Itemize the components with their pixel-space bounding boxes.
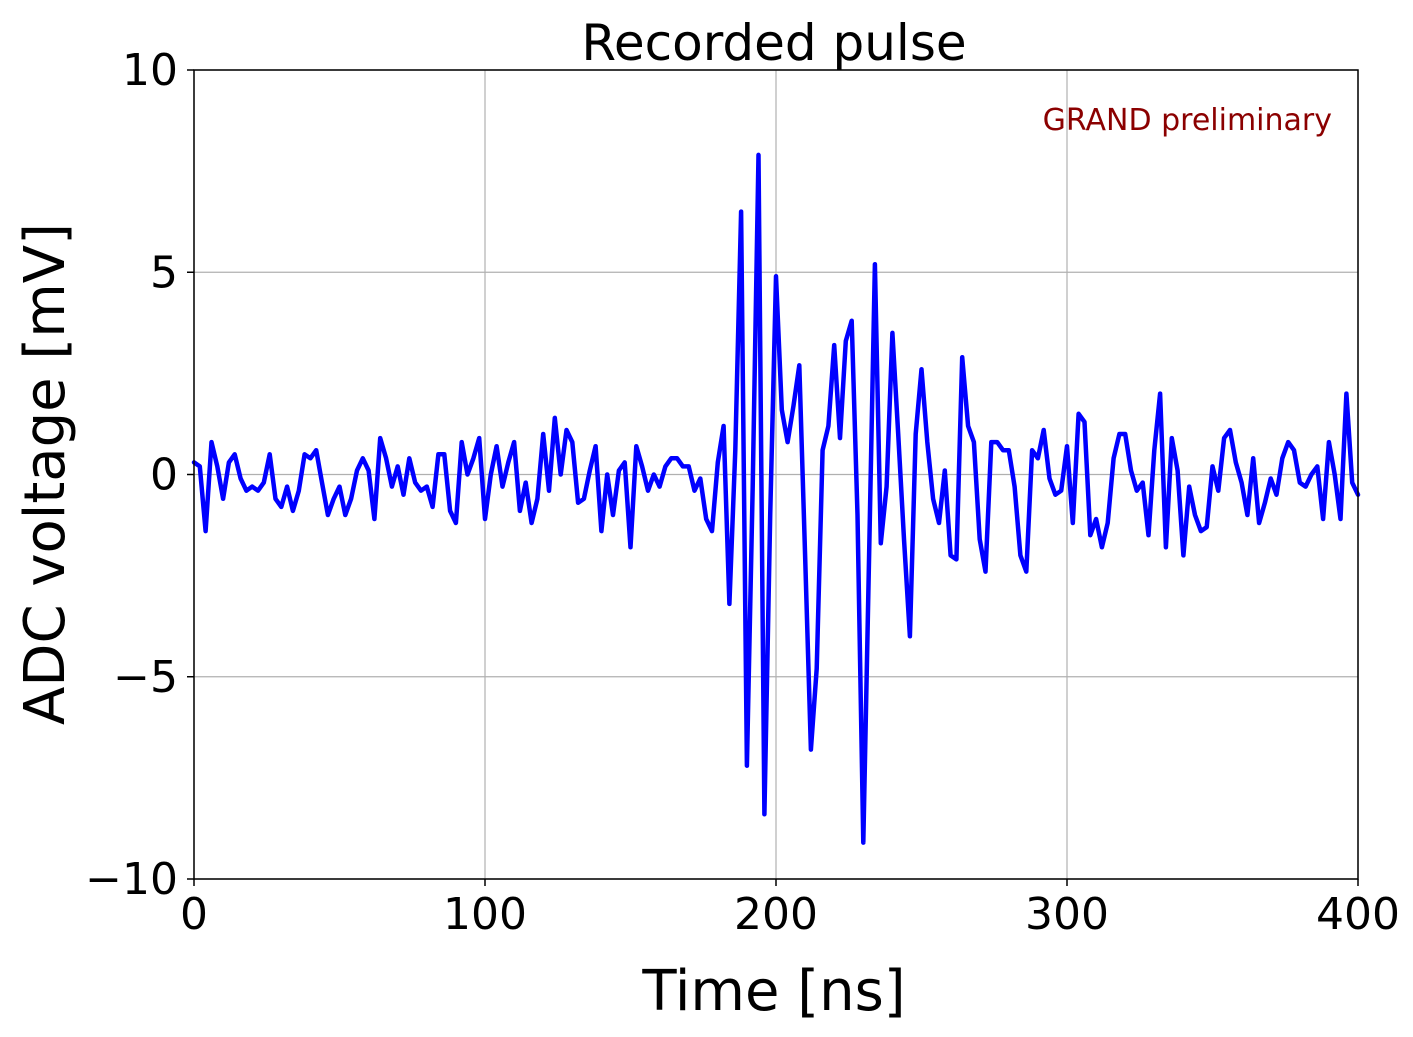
y-tick-label: 0 <box>150 450 178 501</box>
x-tick-label: 400 <box>1316 889 1400 940</box>
series-line <box>191 152 1361 845</box>
x-axis-label: Time [ns] <box>641 959 905 1024</box>
preliminary-annotation: GRAND preliminary <box>1043 103 1332 138</box>
y-axis-label: ADC voltage [mV] <box>13 223 78 725</box>
y-tick-label: 10 <box>122 45 178 96</box>
y-tick-label: 5 <box>150 247 178 298</box>
tick-labels: 0 100 200 300 400 −10 −5 0 5 10 <box>85 45 1400 940</box>
x-tick-label: 0 <box>180 889 208 940</box>
x-tick-label: 100 <box>443 889 527 940</box>
y-tick-label: −10 <box>85 854 178 905</box>
series-layer <box>191 152 1361 845</box>
y-tick-label: −5 <box>113 652 178 703</box>
x-tick-label: 200 <box>734 889 818 940</box>
x-tick-label: 300 <box>1025 889 1109 940</box>
chart-title: Recorded pulse <box>581 14 966 72</box>
ticks <box>187 69 1359 886</box>
